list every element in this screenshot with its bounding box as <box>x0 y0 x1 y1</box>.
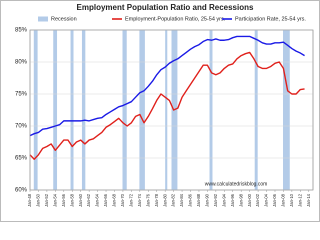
x-tick-label: Jan-98 <box>238 193 243 206</box>
x-tick-label: Jan-66 <box>103 193 108 206</box>
x-tick-label: Jan-68 <box>112 193 117 206</box>
legend-label: Participation Rate, 25-54 yrs. <box>235 16 306 22</box>
recession-band <box>70 30 74 190</box>
x-tick-label: Jan-86 <box>188 193 193 206</box>
watermark: www.calculatedriskblog.com <box>205 181 268 187</box>
recession-band <box>33 30 38 190</box>
x-tick-label: Jan-72 <box>128 193 133 206</box>
x-tick-label: Jan-88 <box>196 193 201 206</box>
recession-band <box>81 30 86 190</box>
recession-band <box>209 30 213 190</box>
plot-border <box>29 29 314 191</box>
x-tick-label: Jan-12 <box>297 193 302 206</box>
x-tick-label: Jan-62 <box>86 193 91 206</box>
y-tick-label: 85% <box>15 28 28 34</box>
x-tick-label: Jan-14 <box>306 193 311 206</box>
x-tick-label: Jan-52 <box>44 193 49 206</box>
chart: Employment Population Ratio and Recessio… <box>0 0 320 222</box>
x-tick-label: Jan-54 <box>52 193 57 206</box>
x-tick-label: Jan-92 <box>213 193 218 206</box>
chart-title: Employment Population Ratio and Recessio… <box>77 3 254 12</box>
legend-label: Recession <box>51 16 77 22</box>
series-line <box>29 35 305 137</box>
x-tick-label: Jan-74 <box>137 193 142 206</box>
recession-band <box>53 30 58 190</box>
recession-band <box>165 30 168 190</box>
x-tick-label: Jan-76 <box>145 193 150 206</box>
x-tick-label: Jan-84 <box>179 193 184 206</box>
y-tick-label: 60% <box>15 188 28 194</box>
x-tick-label: Jan-56 <box>61 193 66 206</box>
y-tick-label: 75% <box>15 92 28 98</box>
x-tick-label: Jan-06 <box>272 193 277 206</box>
x-tick-label: Jan-48 <box>27 193 32 206</box>
x-tick-label: Jan-70 <box>120 193 125 206</box>
series-line <box>29 51 305 160</box>
x-tick-label: Jan-80 <box>162 193 167 206</box>
x-tick-label: Jan-10 <box>289 193 294 206</box>
y-tick-label: 65% <box>15 156 28 162</box>
x-tick-label: Jan-50 <box>36 193 41 206</box>
recession-band <box>283 30 290 190</box>
x-tick-label: Jan-64 <box>95 193 100 206</box>
x-tick-label: Jan-82 <box>171 193 176 206</box>
x-tick-label: Jan-58 <box>69 193 74 206</box>
y-tick-label: 70% <box>15 124 28 130</box>
recession-band <box>122 30 127 190</box>
x-tick-label: Jan-08 <box>281 193 286 206</box>
x-tick-label: Jan-94 <box>221 193 226 206</box>
x-tick-label: Jan-78 <box>154 193 159 206</box>
x-tick-label: Jan-96 <box>230 193 235 206</box>
x-tick-label: Jan-04 <box>264 193 269 206</box>
x-tick-label: Jan-00 <box>247 193 252 206</box>
x-tick-label: Jan-02 <box>255 193 260 206</box>
legend-swatch <box>38 16 48 22</box>
recession-band <box>254 30 258 190</box>
x-tick-label: Jan-60 <box>78 193 83 206</box>
y-tick-label: 80% <box>15 60 28 66</box>
x-tick-label: Jan-90 <box>205 193 210 206</box>
legend-label: Employment-Population Ratio, 25-54 yrs. <box>125 16 226 22</box>
recession-band <box>139 30 145 190</box>
